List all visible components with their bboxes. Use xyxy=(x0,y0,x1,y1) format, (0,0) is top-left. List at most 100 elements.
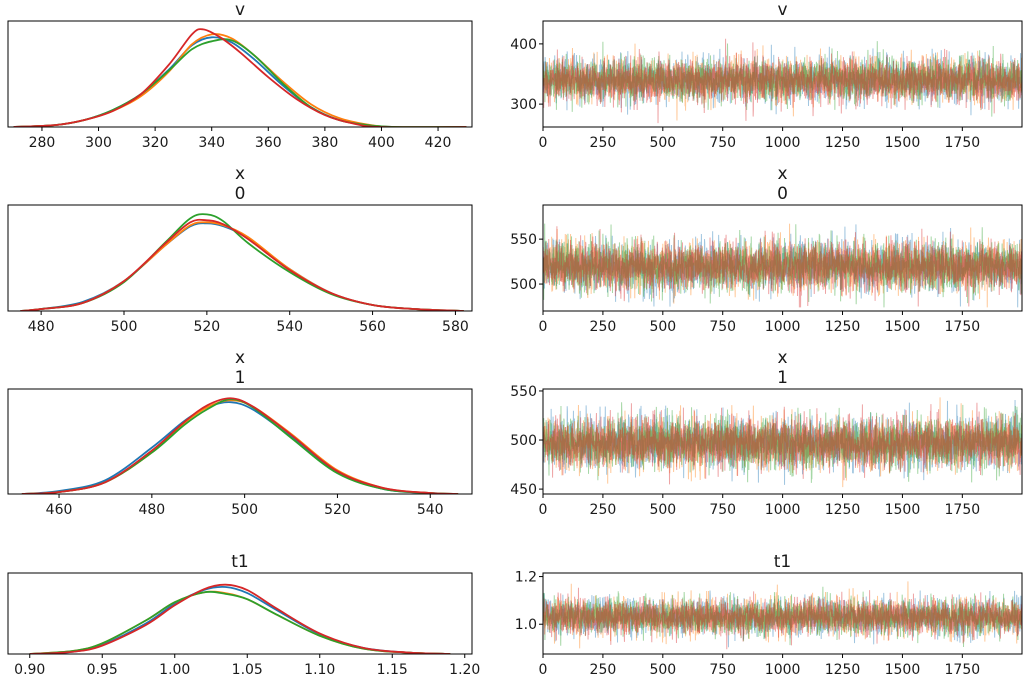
x-tick-label: 1500 xyxy=(885,319,921,335)
x-tick-label: 750 xyxy=(709,662,736,678)
x-axis: 0 250 500 750 1000 1250 1500 1750 xyxy=(539,311,981,335)
kde-panel xyxy=(7,388,473,495)
kde-panel xyxy=(7,572,473,655)
panel-title: t1 xyxy=(774,552,791,572)
x-axis: 0 250 500 750 1000 1250 1500 1750 xyxy=(539,494,981,518)
x-tick-label: 0.90 xyxy=(14,662,45,678)
kde-series-line xyxy=(21,401,459,494)
x-axis: 480 500 520 540 560 580 xyxy=(28,311,469,335)
x-tick-label: 1250 xyxy=(825,502,861,518)
kde-series-line xyxy=(21,399,459,494)
x-tick-label: 1250 xyxy=(825,135,861,151)
axes-frame xyxy=(7,388,473,495)
panel-title: 1 xyxy=(777,368,788,388)
trace-series-line xyxy=(543,223,1022,308)
panel-title: 0 xyxy=(777,184,788,204)
x-tick-label: 1500 xyxy=(885,662,921,678)
x-tick-label: 280 xyxy=(29,135,56,151)
x-tick-label: 500 xyxy=(649,502,676,518)
y-tick-label: 1.0 xyxy=(515,617,537,633)
trace-series-line xyxy=(543,586,1022,647)
x-tick-label: 1000 xyxy=(765,502,801,518)
y-tick-label: 500 xyxy=(510,277,537,293)
x-tick-label: 0 xyxy=(539,662,548,678)
trace-series-line xyxy=(543,43,1022,121)
kde-series-line xyxy=(20,218,464,311)
x-tick-label: 250 xyxy=(590,662,617,678)
x-tick-label: 1.00 xyxy=(159,662,190,678)
trace-series-line xyxy=(543,402,1022,483)
trace-series-line xyxy=(543,223,1022,308)
x-tick-label: 500 xyxy=(111,319,138,335)
x-tick-label: 500 xyxy=(649,319,676,335)
x-tick-label: 500 xyxy=(649,135,676,151)
panel-title: 1 xyxy=(235,368,246,388)
trace-panel xyxy=(542,204,1023,312)
y-axis: 450 500 550 xyxy=(510,384,543,498)
x-axis: 0 250 500 750 1000 1250 1500 1750 xyxy=(539,654,980,678)
axes-frame xyxy=(7,572,473,655)
x-tick-label: 1250 xyxy=(825,662,861,678)
x-tick-label: 480 xyxy=(28,319,55,335)
x-tick-label: 1500 xyxy=(885,135,921,151)
x-tick-label: 520 xyxy=(324,502,351,518)
trace-series-line xyxy=(543,38,1022,124)
x-tick-label: 0 xyxy=(539,502,548,518)
x-tick-label: 560 xyxy=(359,319,386,335)
x-tick-label: 1000 xyxy=(765,319,801,335)
x-tick-label: 500 xyxy=(649,662,676,678)
x-tick-label: 0 xyxy=(539,319,548,335)
x-tick-label: 250 xyxy=(590,319,617,335)
y-axis: 500 550 xyxy=(510,232,543,293)
panel-title: v xyxy=(235,0,245,20)
x-tick-label: 1750 xyxy=(945,319,981,335)
kde-series-line xyxy=(29,583,451,654)
x-tick-label: 250 xyxy=(590,135,617,151)
kde-series-line xyxy=(20,213,464,311)
x-tick-label: 250 xyxy=(590,502,617,518)
trace-panel xyxy=(542,388,1023,495)
trace-series-line xyxy=(543,400,1022,485)
panel-title: x xyxy=(777,348,787,368)
x-tick-label: 1750 xyxy=(945,135,981,151)
trace-series-line xyxy=(543,397,1022,488)
kde-panel xyxy=(7,20,473,128)
panel-title: x xyxy=(235,164,245,184)
x-tick-label: 540 xyxy=(417,502,444,518)
x-tick-label: 1000 xyxy=(765,662,801,678)
y-tick-label: 550 xyxy=(510,232,537,248)
kde-series-line xyxy=(13,36,467,127)
trace-series-line xyxy=(543,41,1022,117)
y-tick-label: 300 xyxy=(510,97,537,113)
y-tick-label: 550 xyxy=(510,384,537,400)
x-tick-label: 520 xyxy=(193,319,220,335)
y-tick-label: 400 xyxy=(510,37,537,53)
trace-series-line xyxy=(543,590,1022,648)
kde-series-line xyxy=(13,28,467,127)
x-tick-label: 480 xyxy=(138,502,165,518)
x-tick-label: 1000 xyxy=(765,135,801,151)
x-tick-label: 580 xyxy=(442,319,469,335)
x-tick-label: 750 xyxy=(709,319,736,335)
x-tick-label: 1750 xyxy=(945,502,981,518)
x-tick-label: 1.20 xyxy=(449,662,480,678)
trace-panel xyxy=(542,20,1023,128)
trace-series-line xyxy=(543,587,1022,650)
y-tick-label: 1.2 xyxy=(515,570,537,586)
x-tick-label: 500 xyxy=(231,502,258,518)
panel-title: 0 xyxy=(235,184,246,204)
panel-title: x xyxy=(235,348,245,368)
trace-panel xyxy=(542,572,1023,655)
kde-series-line xyxy=(29,590,451,654)
x-axis: 0 250 500 750 1000 1250 1500 1750 xyxy=(539,127,981,151)
x-tick-label: 300 xyxy=(85,135,112,151)
y-axis: 300 400 xyxy=(510,37,543,113)
x-tick-label: 0.95 xyxy=(87,662,118,678)
y-tick-label: 500 xyxy=(510,433,537,449)
x-tick-label: 420 xyxy=(425,135,452,151)
trace-series-line xyxy=(543,224,1022,308)
kde-series-line xyxy=(21,398,459,494)
x-axis: 460 480 500 520 540 xyxy=(46,494,444,518)
trace-series-line xyxy=(543,581,1022,649)
x-tick-label: 460 xyxy=(46,502,73,518)
